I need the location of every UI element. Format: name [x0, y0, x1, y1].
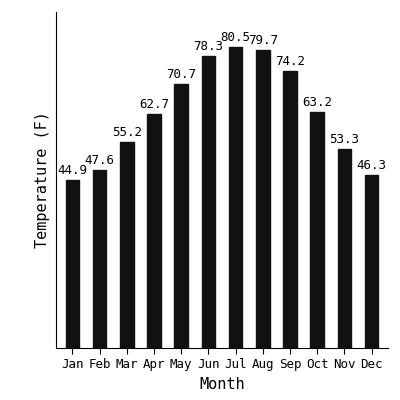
Text: 47.6: 47.6: [84, 154, 114, 167]
Text: 62.7: 62.7: [139, 98, 169, 111]
Bar: [202, 56, 215, 348]
Bar: [256, 50, 270, 348]
Bar: [66, 180, 79, 348]
Bar: [365, 175, 378, 348]
Text: 44.9: 44.9: [57, 164, 87, 177]
Bar: [229, 48, 242, 348]
Text: 53.3: 53.3: [330, 133, 360, 146]
Bar: [147, 114, 161, 348]
Text: 74.2: 74.2: [275, 55, 305, 68]
Text: 70.7: 70.7: [166, 68, 196, 81]
Bar: [120, 142, 134, 348]
Text: 79.7: 79.7: [248, 34, 278, 48]
Y-axis label: Temperature (F): Temperature (F): [36, 112, 50, 248]
Text: 80.5: 80.5: [221, 32, 251, 44]
Text: 63.2: 63.2: [302, 96, 332, 109]
Text: 46.3: 46.3: [357, 159, 387, 172]
Bar: [283, 71, 297, 348]
Bar: [174, 84, 188, 348]
Text: 78.3: 78.3: [193, 40, 223, 53]
Bar: [338, 149, 351, 348]
Bar: [93, 170, 106, 348]
Bar: [310, 112, 324, 348]
Text: 55.2: 55.2: [112, 126, 142, 139]
X-axis label: Month: Month: [199, 377, 245, 392]
